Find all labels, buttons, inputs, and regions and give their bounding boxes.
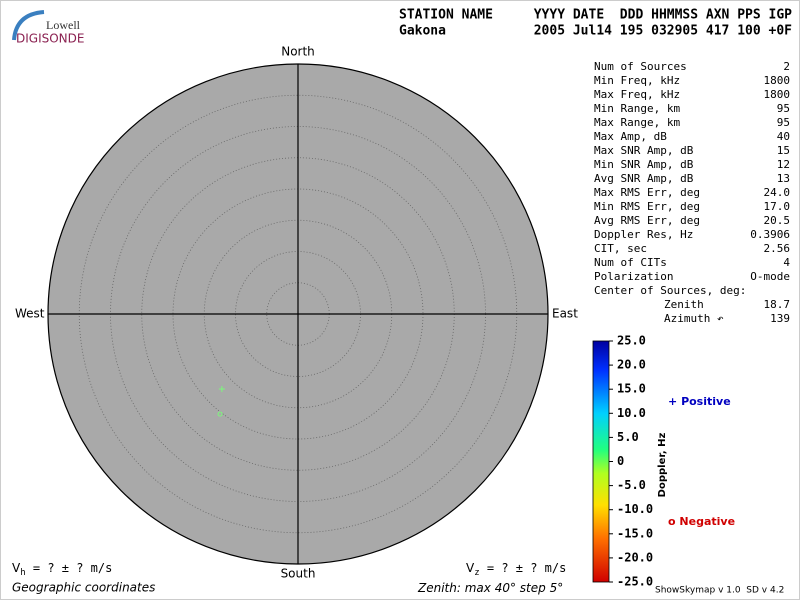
stat-value: 2.56 xyxy=(764,242,791,255)
velocity-label: Vh = ? ± ? m/s xyxy=(12,561,112,578)
zenith-caption: Zenith: max 40° step 5° xyxy=(417,581,563,595)
source-positive xyxy=(218,386,225,393)
header-label: YYYY DATE DDD HHMMSS AXN PPS IGP xyxy=(534,8,792,23)
stat-value: 95 xyxy=(777,116,790,129)
direction-label: East xyxy=(552,307,578,321)
logo-swoosh xyxy=(12,10,45,41)
source-negative xyxy=(217,411,223,417)
text-part: + xyxy=(668,395,677,408)
colorbar-tick-label: 10.0 xyxy=(617,406,646,420)
legend-positive: + Positive xyxy=(668,395,731,408)
text-part: V xyxy=(12,561,21,575)
stat-value: 1800 xyxy=(764,88,791,101)
stat-value: 20.5 xyxy=(764,214,791,227)
colorbar-tick-label: 0 xyxy=(617,454,624,468)
stat-value: 15 xyxy=(777,144,790,157)
center-value: 139 xyxy=(770,312,790,325)
legend-negative: o Negative xyxy=(668,515,735,528)
direction-label: South xyxy=(281,567,316,581)
velocity-label: Vz = ? ± ? m/s xyxy=(466,561,566,578)
colorbar-tick-label: 25.0 xyxy=(617,334,646,348)
stat-label: Min Freq, kHz xyxy=(594,74,680,87)
text-part: Zenith: max xyxy=(417,581,492,595)
colorbar-tick-label: -20.0 xyxy=(617,550,653,564)
text-part: h xyxy=(20,568,25,578)
colorbar-tick-label: 5.0 xyxy=(617,430,639,444)
stat-value: 17.0 xyxy=(764,200,791,213)
stat-value: 95 xyxy=(777,102,790,115)
stat-label: Polarization xyxy=(594,270,673,283)
stat-label: Min RMS Err, deg xyxy=(594,200,700,213)
logo-top: Lowell xyxy=(46,18,81,32)
text-part: ° xyxy=(557,581,563,595)
colorbar xyxy=(592,340,610,583)
center-title: Center of Sources, deg: xyxy=(594,284,746,297)
header-value: Gakona xyxy=(399,24,446,39)
stat-label: Max Freq, kHz xyxy=(594,88,680,101)
stat-value: 1800 xyxy=(764,74,791,87)
stat-value: 0.3906 xyxy=(750,228,790,241)
stat-value: 40 xyxy=(777,130,790,143)
colorbar-tick-label: -5.0 xyxy=(617,478,646,492)
stat-label: Max Amp, dB xyxy=(594,130,667,143)
center-label: Azimuth ↶ xyxy=(664,312,724,325)
center-label: Zenith xyxy=(664,298,704,311)
stat-value: 12 xyxy=(777,158,790,171)
header-value: 2005 Jul14 195 032905 417 100 +0F xyxy=(534,24,792,39)
stat-label: CIT, sec xyxy=(594,242,647,255)
footer: ShowSkymap v 1.0 SD v 4.2 xyxy=(655,586,784,596)
direction-label: West xyxy=(15,307,45,321)
stat-label: Max SNR Amp, dB xyxy=(594,144,694,157)
direction-label: North xyxy=(281,45,315,59)
stat-label: Avg SNR Amp, dB xyxy=(594,172,694,185)
center-value: 18.7 xyxy=(764,298,791,311)
stat-label: Max RMS Err, deg xyxy=(594,186,700,199)
stat-label: Min Range, km xyxy=(594,102,680,115)
stat-value: 13 xyxy=(777,172,790,185)
header-label: STATION NAME xyxy=(399,8,493,23)
text-part: Positive xyxy=(681,395,731,408)
colorbar-tick-label: -25.0 xyxy=(617,575,653,589)
text-part: 40 xyxy=(495,581,511,595)
stat-label: Max Range, km xyxy=(594,116,680,129)
logo-bottom: DIGISONDE xyxy=(16,32,84,46)
text-part: V xyxy=(466,561,475,575)
stat-label: Doppler Res, Hz xyxy=(594,228,693,241)
text-part: z xyxy=(474,568,479,578)
stat-value: 2 xyxy=(783,60,790,73)
coordinates-label: Geographic coordinates xyxy=(12,581,155,595)
text-part: ° xyxy=(510,581,516,595)
text-part: Negative xyxy=(679,515,735,528)
stat-value: 24.0 xyxy=(764,186,791,199)
stat-label: Num of CITs xyxy=(594,256,667,269)
colorbar-tick-label: -10.0 xyxy=(617,502,653,516)
text-part: = ? ± ? m/s xyxy=(26,561,113,575)
colorbar-label: Doppler, Hz xyxy=(657,433,668,498)
stat-value: 4 xyxy=(783,256,790,269)
colorbar-tick-label: 15.0 xyxy=(617,382,646,396)
text-part: = ? ± ? m/s xyxy=(480,561,567,575)
text-part: step xyxy=(520,581,546,595)
stat-label: Avg RMS Err, deg xyxy=(594,214,700,227)
stat-value: O-mode xyxy=(750,270,790,283)
colorbar-tick-label: -15.0 xyxy=(617,526,653,540)
colorbar-tick-label: 20.0 xyxy=(617,358,646,372)
text-part: 5 xyxy=(550,581,558,595)
stat-label: Min SNR Amp, dB xyxy=(594,158,694,171)
stat-label: Num of Sources xyxy=(594,60,687,73)
text-part: o xyxy=(668,515,676,528)
